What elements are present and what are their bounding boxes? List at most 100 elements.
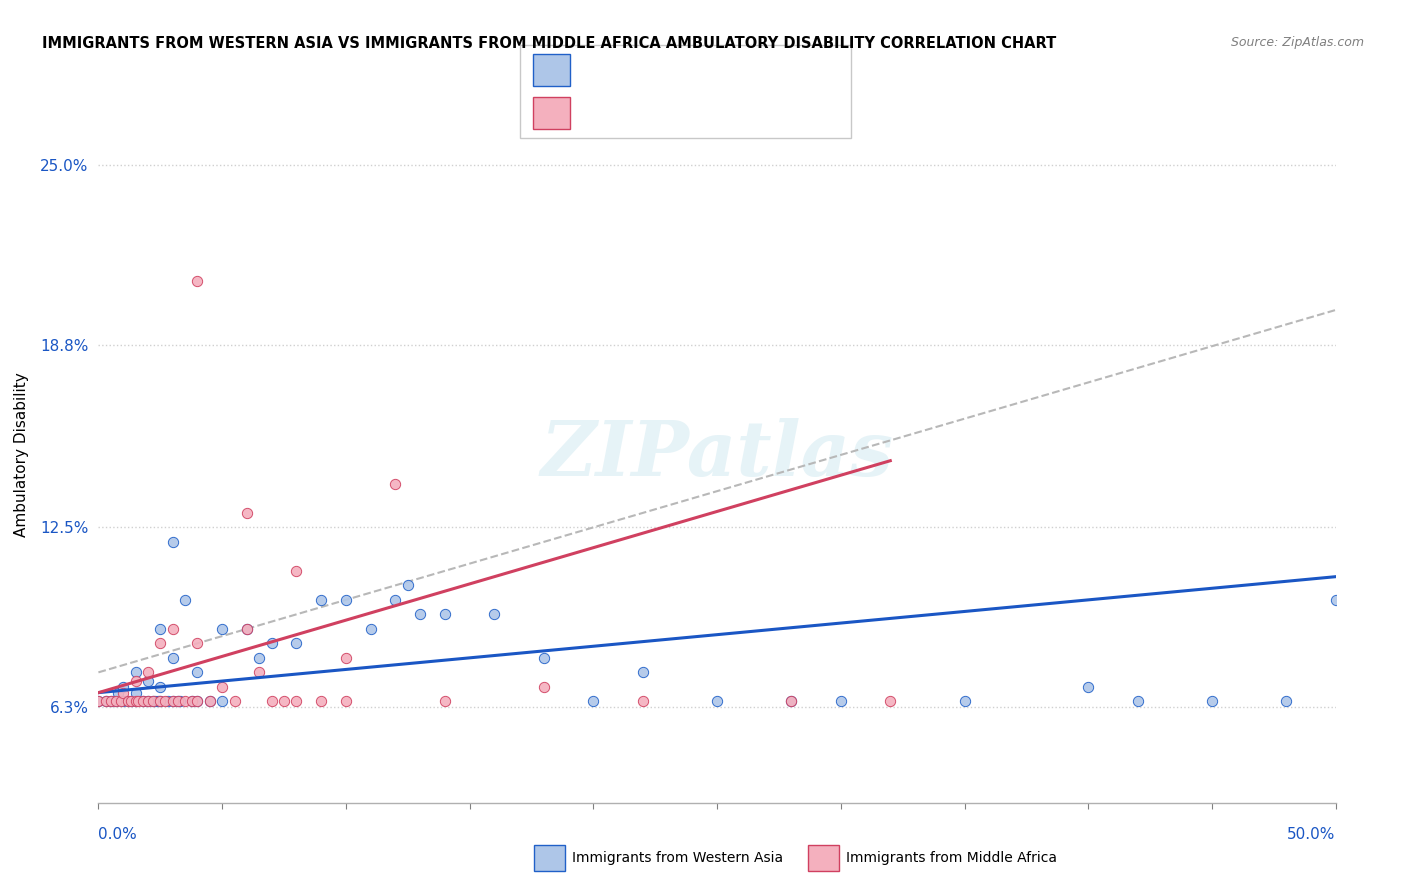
Point [260, 694, 283, 708]
Point [181, 694, 204, 708]
Point [143, 694, 166, 708]
Point [104, 694, 127, 708]
Point [706, 694, 728, 708]
Point [94, 694, 117, 708]
Point [260, 636, 283, 650]
Text: Source: ZipAtlas.com: Source: ZipAtlas.com [1230, 36, 1364, 49]
Point [953, 694, 976, 708]
Point [120, 694, 142, 708]
Point [110, 694, 132, 708]
Point [309, 592, 332, 607]
Point [1077, 680, 1099, 694]
Point [433, 607, 456, 622]
Point [309, 694, 332, 708]
Point [247, 651, 270, 665]
Point [198, 694, 221, 708]
Text: IMMIGRANTS FROM WESTERN ASIA VS IMMIGRANTS FROM MIDDLE AFRICA AMBULATORY DISABIL: IMMIGRANTS FROM WESTERN ASIA VS IMMIGRAN… [42, 36, 1056, 51]
Point [384, 592, 406, 607]
Point [186, 636, 208, 650]
Point [236, 622, 259, 636]
Point [285, 694, 308, 708]
Point [146, 694, 169, 708]
Point [631, 694, 654, 708]
Point [124, 685, 146, 699]
Point [120, 694, 142, 708]
Text: Immigrants from Western Asia: Immigrants from Western Asia [572, 851, 783, 865]
Point [186, 694, 208, 708]
Point [247, 665, 270, 680]
Point [186, 665, 208, 680]
Point [142, 694, 165, 708]
Point [273, 694, 295, 708]
Point [484, 607, 506, 622]
Text: 58: 58 [751, 62, 773, 78]
Point [156, 694, 179, 708]
Point [149, 694, 172, 708]
Point [533, 651, 555, 665]
Point [112, 694, 135, 708]
Point [117, 694, 139, 708]
Point [132, 694, 155, 708]
Text: R =: R = [583, 105, 616, 120]
Point [100, 694, 122, 708]
Point [117, 694, 139, 708]
Point [384, 476, 406, 491]
Point [1275, 694, 1298, 708]
Point [149, 636, 172, 650]
Point [104, 694, 127, 708]
Point [136, 674, 159, 689]
Point [879, 694, 901, 708]
Point [433, 694, 456, 708]
Point [162, 535, 184, 549]
Point [94, 694, 117, 708]
Point [186, 274, 208, 288]
Point [582, 694, 605, 708]
Point [136, 694, 159, 708]
Point [162, 651, 184, 665]
Point [155, 694, 177, 708]
Point [124, 694, 146, 708]
Point [124, 674, 146, 689]
Point [142, 694, 165, 708]
Point [780, 694, 803, 708]
Point [236, 622, 259, 636]
Text: N =: N = [709, 62, 742, 78]
Point [1324, 592, 1347, 607]
Y-axis label: Ambulatory Disability: Ambulatory Disability [14, 373, 30, 537]
Point [162, 694, 184, 708]
Text: 0.272: 0.272 [626, 62, 675, 78]
Point [162, 622, 184, 636]
Point [1126, 694, 1149, 708]
Point [149, 694, 172, 708]
Point [396, 578, 419, 592]
Point [124, 665, 146, 680]
Point [780, 694, 803, 708]
Point [112, 685, 135, 699]
Point [211, 694, 233, 708]
Point [87, 694, 110, 708]
Point [335, 592, 357, 607]
Point [149, 680, 172, 694]
Bar [533, 97, 569, 129]
Text: Immigrants from Middle Africa: Immigrants from Middle Africa [846, 851, 1057, 865]
Bar [533, 54, 569, 86]
Text: 0.0%: 0.0% [98, 827, 138, 841]
Point [174, 694, 197, 708]
Point [166, 694, 188, 708]
Point [360, 622, 382, 636]
Text: N =: N = [709, 105, 742, 120]
Point [285, 564, 308, 578]
Point [211, 622, 233, 636]
Point [211, 680, 233, 694]
Text: 50.0%: 50.0% [1288, 827, 1336, 841]
Point [198, 694, 221, 708]
Point [224, 694, 246, 708]
Point [100, 694, 122, 708]
Point [1201, 694, 1223, 708]
Point [136, 665, 159, 680]
Point [127, 694, 149, 708]
Point [335, 651, 357, 665]
Point [136, 694, 159, 708]
Point [162, 694, 184, 708]
Point [132, 694, 155, 708]
